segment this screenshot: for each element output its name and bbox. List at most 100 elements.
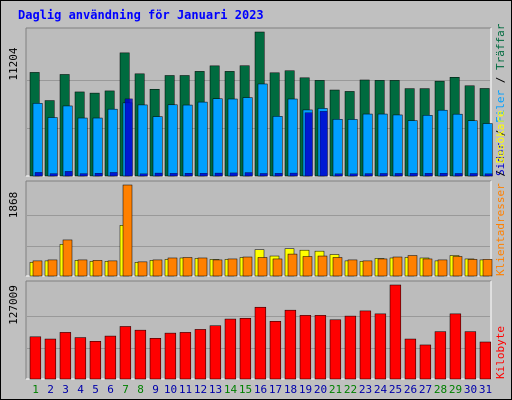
bar-kbytes: [209, 325, 222, 380]
x-tick-label: 17: [269, 383, 282, 396]
bar-sites: [257, 257, 268, 277]
x-tick-label: 10: [164, 383, 177, 396]
x-tick-label: 27: [419, 383, 432, 396]
bar-files: [377, 113, 388, 177]
chart-panel-0: 11204 Sidor / Filer / Träffar: [7, 23, 507, 177]
legend-item: Filer: [494, 90, 507, 123]
bar-sites: [47, 259, 58, 277]
x-tick-label: 3: [62, 383, 69, 396]
bar-pages: [79, 173, 88, 177]
x-tick-label: 1: [32, 383, 39, 396]
bar-kbytes: [479, 341, 492, 380]
bar-pages: [454, 173, 463, 177]
bar-kbytes: [119, 326, 132, 380]
x-tick-label: 22: [344, 383, 357, 396]
bar-sites: [347, 259, 358, 277]
bar-pages: [319, 111, 328, 177]
bar-sites: [227, 258, 238, 277]
bar-pages: [139, 173, 148, 177]
x-tick-label: 12: [194, 383, 207, 396]
chart-panel-2: 127009 Kilobyte: [7, 280, 507, 380]
bar-sites: [377, 258, 388, 277]
bar-kbytes: [464, 331, 477, 380]
x-tick-label: 13: [209, 383, 222, 396]
bar-files: [77, 117, 88, 177]
x-tick-label: 16: [254, 383, 267, 396]
bar-kbytes: [224, 318, 237, 380]
bar-pages: [49, 173, 58, 177]
bar-kbytes: [59, 332, 72, 380]
legend-text: Kilobyte: [494, 326, 507, 379]
x-tick-label: 2: [47, 383, 54, 396]
x-tick-label: 20: [314, 383, 327, 396]
bar-sites: [62, 239, 73, 277]
bar-files: [347, 119, 358, 177]
legend-item: Kilobyte: [494, 326, 507, 379]
bar-files: [437, 109, 448, 177]
bar-sites: [152, 259, 163, 277]
bar-files: [422, 115, 433, 177]
bar-files: [242, 97, 253, 177]
x-tick-label: 18: [284, 383, 297, 396]
bar-kbytes: [344, 315, 357, 380]
x-tick-label: 25: [389, 383, 402, 396]
bar-kbytes: [104, 335, 117, 380]
bar-sites: [242, 256, 253, 277]
bar-pages: [439, 173, 448, 177]
bar-pages: [199, 173, 208, 177]
bar-kbytes: [29, 336, 42, 380]
bar-pages: [244, 172, 253, 177]
bar-kbytes: [374, 313, 387, 380]
bar-pages: [484, 173, 493, 177]
bar-kbytes: [44, 338, 57, 380]
bar-sites: [107, 260, 118, 277]
bar-sites: [392, 256, 403, 277]
x-tick-label: 4: [77, 383, 84, 396]
bar-files: [407, 120, 418, 177]
x-tick-label: 23: [359, 383, 372, 396]
bar-pages: [409, 173, 418, 177]
bar-sites: [482, 259, 493, 277]
bar-pages: [214, 172, 223, 177]
bar-kbytes: [179, 332, 192, 380]
bar-sites: [122, 184, 133, 277]
bar-pages: [259, 173, 268, 177]
bar-pages: [334, 173, 343, 177]
bar-kbytes: [299, 315, 312, 380]
bar-kbytes: [419, 344, 432, 380]
y-max-label: 1868: [7, 192, 20, 219]
bar-files: [152, 116, 163, 177]
bar-files: [212, 98, 223, 177]
bar-kbytes: [269, 321, 282, 380]
bar-pages: [124, 98, 133, 177]
bar-pages: [64, 171, 73, 177]
chart-title: Daglig användning för Januari 2023: [18, 8, 264, 22]
bar-sites: [467, 259, 478, 277]
legend-separator: /: [494, 163, 507, 183]
bar-sites: [437, 259, 448, 277]
legend-text: Sidor / Filer / Träffar: [494, 23, 507, 176]
bar-files: [482, 123, 493, 177]
bar-pages: [289, 172, 298, 177]
bar-pages: [34, 172, 43, 177]
x-tick-label: 19: [299, 383, 312, 396]
x-axis-labels: 1 2 3 4 5 6 7 8 9 10 11 12 13 14 15 16 17 18 19 20 21 22 23 24 2…: [32, 383, 492, 396]
x-tick-label: 5: [92, 383, 99, 396]
x-tick-label: 6: [107, 383, 114, 396]
bar-kbytes: [329, 319, 342, 380]
bar-files: [227, 98, 238, 177]
bar-pages: [304, 112, 313, 177]
legend-separator: /: [494, 70, 507, 90]
bar-pages: [109, 172, 118, 177]
bar-pages: [169, 173, 178, 177]
bar-files: [197, 101, 208, 177]
y-max-label: 11204: [7, 47, 20, 80]
bar-sites: [362, 260, 373, 277]
bar-pages: [154, 172, 163, 177]
bar-files: [287, 98, 298, 177]
bar-kbytes: [359, 310, 372, 380]
bar-files: [92, 117, 103, 177]
